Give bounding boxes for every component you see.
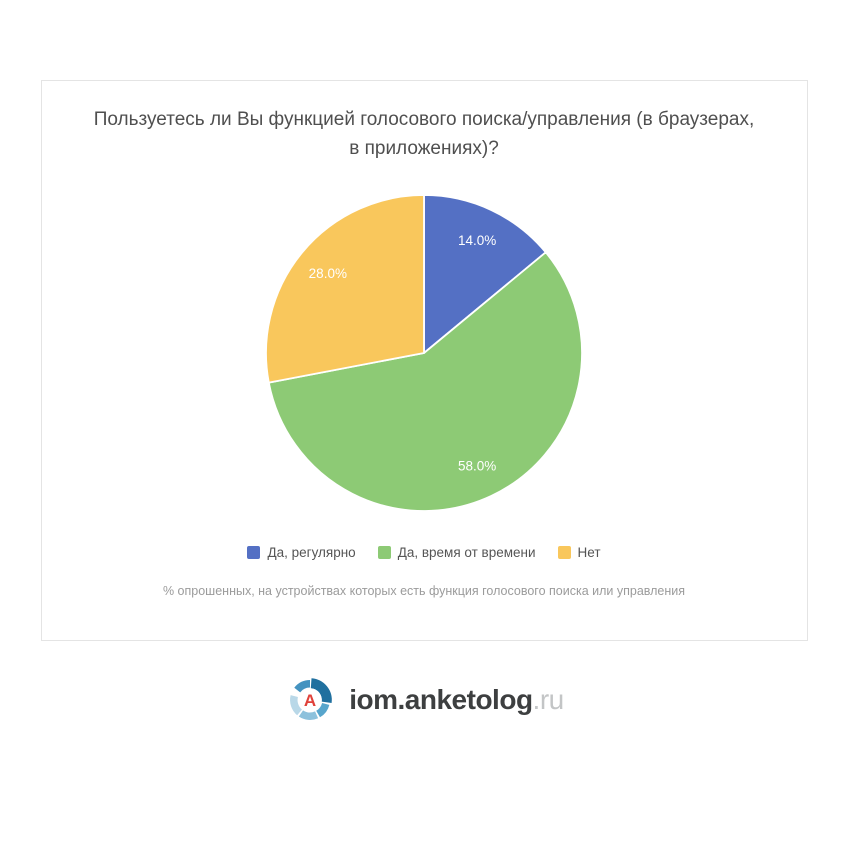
pie-slice-3 [265,194,425,384]
anketolog-logo-icon: А [290,678,333,720]
pie-slice-1 [423,194,547,354]
pie-chart-area: 14.0% 58.0% 28.0% [60,193,789,513]
chart-title-line2: в приложениях)? [349,138,499,159]
legend-label-3: Нет [577,545,601,560]
chart-title-line1: Пользуетесь ли Вы функцией голосового по… [93,109,755,130]
legend-swatch-1 [247,546,261,559]
brand-text: iom.anketolog.ru [349,684,565,716]
chart-card: Пользуетесь ли Вы функцией голосового по… [40,80,808,641]
chart-legend: Да, регулярно Да, время от времени Нет [60,545,789,560]
logo-ring-segment-2 [310,678,333,704]
pie-slice-label-2: 58.0% [458,459,496,474]
legend-item-2: Да, время от времени [377,545,536,560]
logo-ring-segment-5 [290,695,303,716]
legend-item-1: Да, регулярно [247,545,356,560]
pie-slice-2 [267,251,583,512]
pie-slice-label-3: 28.0% [309,266,347,281]
brand-footer[interactable]: А iom.anketolog.ru [0,674,848,726]
brand-domain: iom.anketolog [349,684,533,715]
legend-item-3: Нет [557,545,601,560]
legend-label-1: Да, регулярно [267,545,356,560]
logo-ring-segment-3 [316,702,330,718]
pie-chart: 14.0% 58.0% 28.0% [265,194,583,512]
chart-footnote: % опрошенных, на устройствах которых ест… [162,584,686,598]
logo-ring-segment-4 [299,710,319,720]
brand-tld: .ru [532,684,565,715]
legend-swatch-3 [557,546,571,559]
chart-title: Пользуетесь ли Вы функцией голосового по… [60,105,789,163]
logo-ring-segment-1 [294,680,311,693]
legend-swatch-2 [377,546,391,559]
logo-letter: А [304,691,316,710]
pie-slice-label-1: 14.0% [458,233,496,248]
legend-label-2: Да, время от времени [397,545,536,560]
logo-inner-circle [298,688,323,712]
